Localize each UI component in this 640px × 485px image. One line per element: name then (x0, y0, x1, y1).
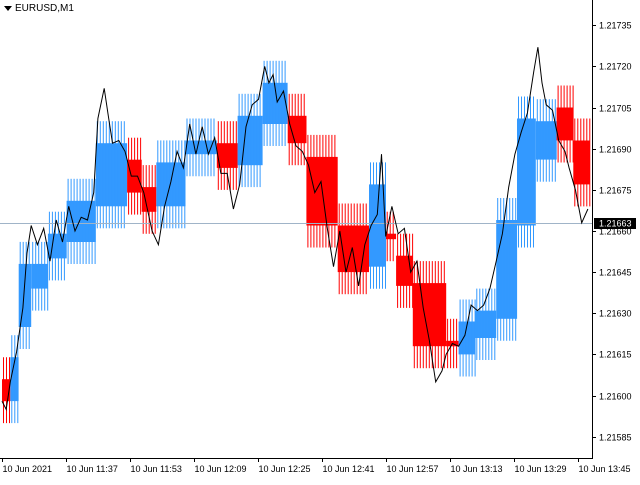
time-tick-label: 10 Jun 12:25 (259, 464, 311, 474)
tick-line-group (536, 99, 556, 182)
price-line-group (1, 47, 589, 412)
renko-block (517, 118, 536, 226)
time-axis[interactable]: 10 Jun 2021 10 Jun 11:37 10 Jun 11:53 10 Ju… (2, 458, 631, 474)
price-tick-label: 1.21615 (599, 350, 632, 360)
tick-line-group (518, 96, 534, 248)
tick-lines (3, 60, 591, 424)
renko-block (385, 233, 397, 240)
tick-line-group (263, 60, 286, 146)
price-tick-label: 1.21660 (599, 227, 632, 237)
price-tick-label: 1.21600 (599, 392, 632, 402)
time-tick-label: 10 Jun 12:09 (195, 464, 247, 474)
price-tick-label: 1.21630 (599, 309, 632, 319)
time-tick-label: 10 Jun 12:41 (323, 464, 375, 474)
tick-line-group (386, 211, 394, 262)
renko-block (573, 140, 590, 185)
tick-line-group (11, 335, 19, 424)
tick-line-group (96, 121, 125, 229)
current-price-label: 1.21663 (599, 219, 632, 229)
time-tick-label: 10 Jun 13:45 (579, 464, 631, 474)
tick-line-group (67, 178, 96, 264)
tick-line-group (307, 134, 336, 248)
current-price-marker: 1.21663 (594, 218, 636, 229)
price-tick-label: 1.21585 (599, 433, 632, 443)
price-axis[interactable]: 1.21735 1.21720 1.21705 1.21690 1.21675 1.216… (592, 21, 632, 443)
renko-block (31, 263, 48, 289)
price-tick-label: 1.21705 (599, 104, 632, 114)
price-line (1, 47, 589, 412)
symbol-title[interactable]: EURUSD,M1 (4, 3, 74, 14)
time-tick-label: 10 Jun 11:37 (67, 464, 118, 474)
tick-line-group (186, 118, 215, 177)
symbol-label: EURUSD,M1 (15, 3, 74, 14)
time-tick-label: 10 Jun 13:13 (451, 464, 503, 474)
renko-block (95, 143, 128, 207)
price-tick-label: 1.21690 (599, 145, 632, 155)
time-tick-label: 10 Jun 11:53 (131, 464, 182, 474)
price-tick-label: 1.21735 (599, 21, 632, 31)
price-tick-label: 1.21675 (599, 186, 632, 196)
time-tick-label: 10 Jun 2021 (3, 464, 53, 474)
renko-block (237, 115, 263, 166)
current-price-label-bg (594, 218, 636, 229)
tick-line-group (217, 121, 237, 190)
price-tick-label: 1.21645 (599, 268, 632, 278)
renko-block (18, 263, 32, 327)
time-tick-label: 10 Jun 12:57 (387, 464, 439, 474)
price-tick-label: 1.21720 (599, 62, 632, 72)
tick-line-group (32, 241, 49, 311)
tick-line-group (413, 261, 445, 369)
tick-line-group (497, 198, 517, 341)
tick-line-group (142, 165, 156, 234)
triangle-down-icon[interactable] (4, 6, 12, 11)
tick-line-group (288, 93, 305, 166)
tick-line-group (238, 93, 261, 188)
tick-line-group (574, 118, 591, 207)
renko-block (287, 115, 307, 144)
renko-block (556, 107, 574, 141)
time-tick-label: 10 Jun 13:29 (515, 464, 567, 474)
